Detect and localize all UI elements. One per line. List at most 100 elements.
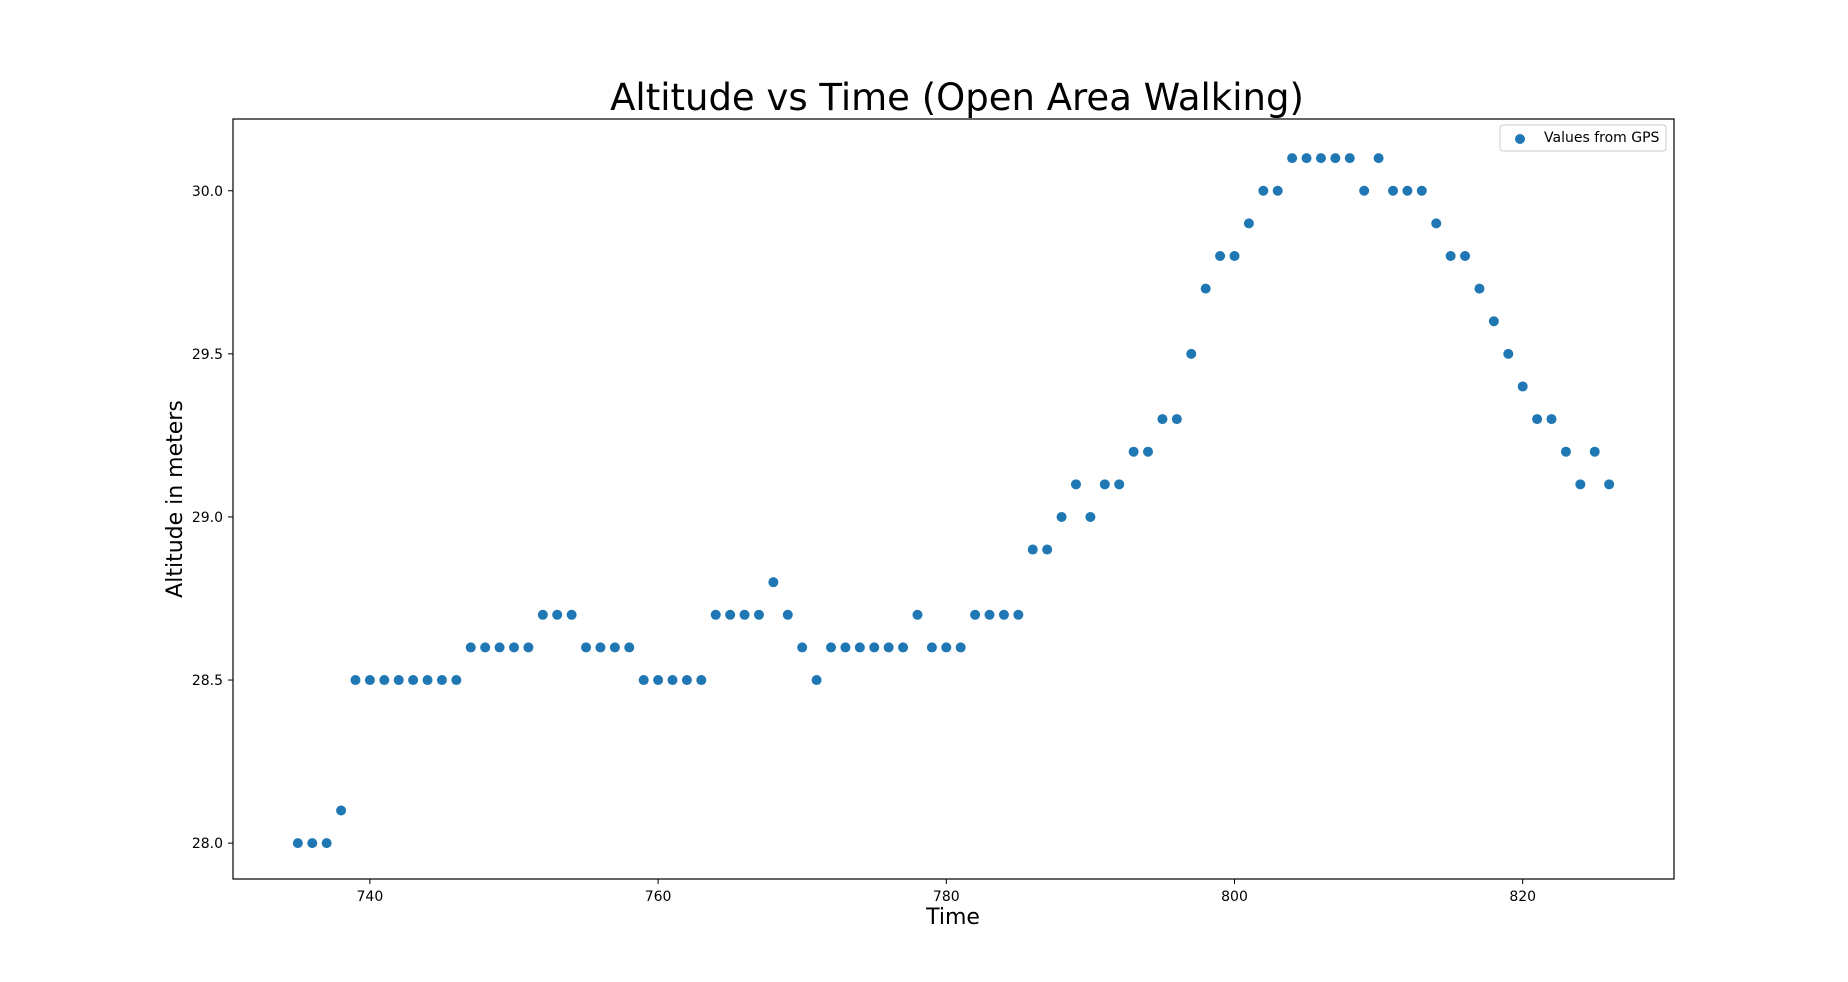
x-tick-label: 740 <box>357 889 384 905</box>
y-tick-label: 29.5 <box>192 347 223 363</box>
data-point <box>1373 153 1384 164</box>
data-point <box>480 642 491 653</box>
legend-marker <box>1515 134 1525 144</box>
data-point <box>984 609 995 620</box>
x-tick-label: 760 <box>645 889 672 905</box>
data-point <box>912 609 923 620</box>
data-point <box>307 838 318 849</box>
data-point <box>1315 153 1326 164</box>
data-point <box>1027 544 1038 555</box>
data-point <box>1359 185 1370 196</box>
legend: Values from GPS <box>1499 124 1667 152</box>
legend-box <box>1499 124 1667 152</box>
data-point <box>696 675 707 686</box>
y-tick-label: 30.0 <box>192 184 223 200</box>
data-point <box>926 642 937 653</box>
y-tick-label: 28.0 <box>192 836 223 852</box>
data-point <box>422 675 433 686</box>
data-point <box>883 642 894 653</box>
axes-frame <box>233 119 1674 879</box>
x-tick-label: 800 <box>1221 889 1248 905</box>
data-point <box>581 642 592 653</box>
data-point <box>1243 218 1254 229</box>
data-point <box>1344 153 1355 164</box>
data-point <box>1431 218 1442 229</box>
x-axis-label: Time <box>925 905 980 930</box>
data-point <box>1128 446 1139 457</box>
data-point <box>364 675 375 686</box>
data-point <box>1143 446 1154 457</box>
data-point <box>1575 479 1586 490</box>
data-point <box>998 609 1009 620</box>
plot-area <box>232 118 1675 880</box>
x-axis-ticks: 740 760 780 800 820 <box>357 879 1536 905</box>
data-point <box>1532 414 1543 425</box>
y-tick-label: 28.5 <box>192 673 223 689</box>
data-point <box>1085 511 1096 522</box>
data-point <box>1171 414 1182 425</box>
y-axis-label: Altitude in meters <box>163 400 188 598</box>
data-point <box>768 577 779 588</box>
data-point <box>1272 185 1283 196</box>
data-point <box>1546 414 1557 425</box>
data-point <box>336 805 347 816</box>
data-point <box>1301 153 1312 164</box>
data-point <box>1287 153 1298 164</box>
data-point <box>1200 283 1211 294</box>
data-point <box>1042 544 1053 555</box>
data-point <box>379 675 390 686</box>
x-tick-label: 780 <box>933 889 960 905</box>
data-point <box>869 642 880 653</box>
data-point <box>436 675 447 686</box>
data-point <box>753 609 764 620</box>
y-tick-label: 29.0 <box>192 510 223 526</box>
data-point <box>811 675 822 686</box>
data-point <box>321 838 332 849</box>
data-point <box>1402 185 1413 196</box>
data-point <box>1517 381 1528 392</box>
data-point <box>941 642 952 653</box>
data-point <box>1157 414 1168 425</box>
data-point <box>782 609 793 620</box>
data-point <box>1416 185 1427 196</box>
data-point <box>1070 479 1081 490</box>
data-point <box>1604 479 1615 490</box>
data-point <box>1503 348 1514 359</box>
data-point <box>1330 153 1341 164</box>
data-point <box>970 609 981 620</box>
data-point <box>508 642 519 653</box>
data-point <box>624 642 635 653</box>
data-point <box>854 642 865 653</box>
data-point <box>393 675 404 686</box>
data-point <box>1488 316 1499 327</box>
data-point <box>710 609 721 620</box>
data-point <box>1258 185 1269 196</box>
data-point <box>1388 185 1399 196</box>
data-point <box>465 642 476 653</box>
data-point <box>1215 250 1226 261</box>
data-point <box>638 675 649 686</box>
data-point <box>653 675 664 686</box>
data-point <box>408 675 419 686</box>
data-point <box>1056 511 1067 522</box>
data-point <box>1445 250 1456 261</box>
data-point <box>1229 250 1240 261</box>
data-point <box>1560 446 1571 457</box>
data-point <box>1186 348 1197 359</box>
data-point <box>1099 479 1110 490</box>
data-point <box>350 675 361 686</box>
y-axis-ticks: 28.0 28.5 29.0 29.5 30.0 <box>192 184 233 852</box>
data-point <box>725 609 736 620</box>
data-point <box>955 642 966 653</box>
axes-border <box>232 118 1675 880</box>
data-point <box>292 838 303 849</box>
data-point <box>523 642 534 653</box>
chart-title: Altitude vs Time (Open Area Walking) <box>610 76 1304 119</box>
x-tick-label: 820 <box>1509 889 1536 905</box>
data-point <box>537 609 548 620</box>
data-point <box>566 609 577 620</box>
data-point <box>595 642 606 653</box>
data-point <box>681 675 692 686</box>
data-point <box>552 609 563 620</box>
